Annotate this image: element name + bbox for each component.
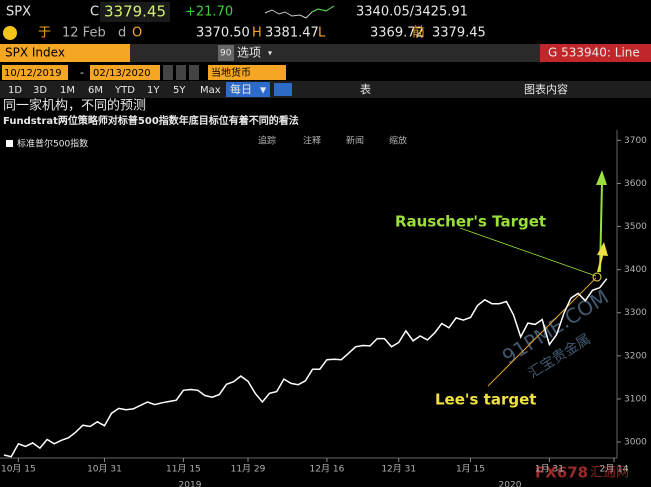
ticker: SPX bbox=[6, 5, 31, 20]
y-tick-label: 3300 bbox=[624, 308, 647, 318]
close-label: C bbox=[90, 5, 99, 20]
change: +21.70 bbox=[185, 5, 233, 20]
toolbar-bg bbox=[0, 44, 651, 62]
period-button[interactable]: 1Y bbox=[147, 85, 160, 96]
period-button[interactable]: Max bbox=[200, 85, 221, 96]
next-btn[interactable] bbox=[189, 65, 199, 80]
frequency-box[interactable] bbox=[226, 82, 270, 97]
x-tick-label: 2月 14 bbox=[599, 464, 628, 475]
x-tick-label: 1月 15 bbox=[456, 464, 485, 475]
start-date-box[interactable] bbox=[2, 65, 68, 80]
options[interactable]: 选项 bbox=[237, 46, 261, 60]
year-label: 2019 bbox=[179, 481, 202, 487]
chart-type-btn[interactable] bbox=[274, 83, 292, 96]
options-num: 90 bbox=[220, 49, 232, 59]
low: 3369.72 bbox=[370, 26, 424, 41]
y-tick-label: 3700 bbox=[624, 136, 647, 146]
end-date: 02/13/2020 bbox=[93, 68, 151, 79]
x-tick-label: 12月 16 bbox=[310, 464, 345, 475]
page-box bbox=[540, 44, 651, 62]
y-tick-label: 3000 bbox=[624, 438, 647, 448]
frequency: 每日 bbox=[230, 82, 252, 96]
lee-arrowhead bbox=[597, 242, 608, 256]
high-label: H bbox=[252, 26, 262, 41]
last-point-marker bbox=[592, 272, 602, 282]
security-box[interactable] bbox=[0, 44, 130, 62]
period-button[interactable]: YTD bbox=[114, 85, 135, 96]
chart-tool[interactable]: 缩放 bbox=[389, 135, 407, 147]
frequency-arrow: ▼ bbox=[260, 86, 267, 95]
chart-tool[interactable]: 追踪 bbox=[258, 135, 276, 147]
sparkline-up bbox=[311, 5, 335, 13]
date-label: 于 bbox=[38, 26, 51, 41]
price-box bbox=[100, 2, 170, 22]
x-tick-label: 1月 31 bbox=[535, 464, 564, 475]
prev-btn[interactable] bbox=[176, 65, 186, 80]
clock-icon bbox=[3, 26, 17, 40]
prev: 3379.45 bbox=[432, 26, 486, 41]
period-button[interactable]: 6M bbox=[88, 85, 103, 96]
d: d bbox=[118, 26, 126, 41]
y-tick-label: 3200 bbox=[624, 351, 647, 361]
end-date-box[interactable] bbox=[90, 65, 160, 80]
currency: 当地货币 bbox=[211, 66, 251, 79]
cal-btn[interactable] bbox=[163, 65, 173, 80]
table-button[interactable]: 表 bbox=[360, 82, 371, 96]
rauscher-arrowhead bbox=[596, 170, 607, 185]
chart-title: 同一家机构，不同的预测 bbox=[3, 98, 146, 114]
chart-tool[interactable]: 新闻 bbox=[346, 135, 364, 147]
legend-label: 标准普尔500指数 bbox=[17, 138, 88, 150]
annotation: Lee's target bbox=[435, 391, 536, 409]
date: 12 Feb bbox=[62, 26, 106, 41]
open: 3370.50 bbox=[196, 26, 250, 41]
date-dash: - bbox=[80, 66, 84, 79]
period-bar bbox=[0, 81, 651, 98]
period-button[interactable]: 1D bbox=[8, 85, 22, 96]
x-tick-label: 11月 29 bbox=[231, 464, 266, 475]
dropdown-arrow: ▾ bbox=[268, 49, 272, 58]
period-button[interactable]: 1M bbox=[60, 85, 75, 96]
period-button[interactable]: 3D bbox=[33, 85, 47, 96]
chart-tool[interactable]: 注释 bbox=[303, 135, 321, 147]
low-label: L bbox=[318, 26, 326, 41]
lee-pointer bbox=[487, 277, 597, 387]
start-date: 10/12/2019 bbox=[4, 68, 62, 79]
y-tick-label: 3400 bbox=[624, 265, 647, 275]
last-price: 3379.45 bbox=[104, 3, 166, 21]
annotation: Rauscher's Target bbox=[395, 213, 546, 231]
security: SPX Index bbox=[5, 46, 65, 60]
options-num-box[interactable] bbox=[218, 45, 234, 61]
period-button[interactable]: 5Y bbox=[173, 85, 186, 96]
rauscher-arrow bbox=[599, 181, 603, 273]
prev-label: 前 bbox=[412, 25, 425, 41]
x-tick-label: 12月 31 bbox=[381, 464, 416, 475]
x-tick-label: 10月 31 bbox=[87, 464, 122, 475]
y-tick-label: 3500 bbox=[624, 222, 647, 232]
open-label: O bbox=[132, 26, 142, 41]
range: 3340.05/3425.91 bbox=[356, 5, 468, 20]
page-id: G 533940: Line bbox=[548, 46, 640, 60]
x-tick-label: 10月 15 bbox=[1, 464, 36, 475]
y-tick-label: 3100 bbox=[624, 394, 647, 404]
currency-box[interactable] bbox=[208, 65, 286, 80]
rauscher-pointer bbox=[459, 227, 597, 277]
legend-swatch bbox=[6, 140, 13, 147]
price-line bbox=[3, 278, 608, 458]
high: 3381.47 bbox=[265, 26, 319, 41]
watermark: 汇通网 bbox=[590, 466, 629, 481]
y-tick-label: 3600 bbox=[624, 179, 647, 189]
chart-content[interactable]: 图表内容 bbox=[524, 82, 568, 96]
x-tick-label: 11月 15 bbox=[166, 464, 201, 475]
watermark: FX678 bbox=[535, 464, 588, 482]
chart-subtitle: Fundstrat两位策略师对标普500指数年底目标位有着不同的看法 bbox=[3, 114, 299, 127]
year-label: 2020 bbox=[499, 481, 522, 487]
